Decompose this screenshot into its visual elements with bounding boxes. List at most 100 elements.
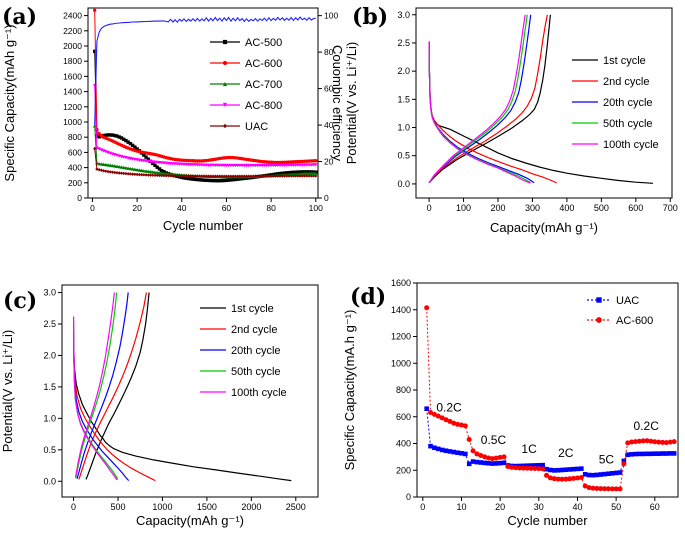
y-tick-label: 200 [396,465,411,475]
y-axis-label: Specific Capacity(mAh g⁻¹) [2,24,17,181]
plot-frame [61,284,319,498]
y-tick-label: 600 [68,147,82,157]
legend-label: AC-600 [616,315,653,327]
rate-annotation: 2C [558,446,574,460]
plot-area [424,305,677,492]
x-tick-label: 40 [177,203,187,213]
plot-area [428,14,654,184]
legend-label: 1st cycle [231,303,274,315]
x-axis-label: Capacity(mAh g⁻¹) [490,220,598,235]
y-axis-label: Potential(V vs. Li⁺/Li) [344,42,359,164]
y-tick-label: 2400 [63,11,82,21]
x-tick-label: 0 [427,203,432,213]
y-tick-label: 800 [68,132,82,142]
legend-item-ac-800: AC-800 [210,100,282,112]
y-tick-label: 2000 [63,41,82,51]
y2-tick-label: 100 [324,11,338,21]
panel-c: 0 500 1000 1500 2000 2500 0.0 0.5 1.0 1.5 2.0 2.5 3.… [0,260,342,538]
y-tick-label: 1000 [391,358,411,368]
y-tick-label: 0.5 [43,445,56,455]
y2-tick-label: 60 [324,84,334,94]
panel-d-chart: 0 10 20 30 40 50 60020040060080010001200140016… [342,278,679,528]
series-100th-cycle [428,14,531,184]
legend-item-uac: UAC [210,121,268,133]
panel-label: (c) [3,288,37,314]
x-tick-label: 1500 [197,502,217,512]
y-tick-label: 0 [406,492,411,502]
y-tick-label: 0.5 [397,151,410,161]
panel-d: 0 10 20 30 40 50 60 0 200 400 600 800 1000 1200 1400 16… [342,260,684,538]
x-axis-label: Cycle number [163,218,244,233]
x-tick-label: 1000 [152,502,172,512]
rate-annotation: 5C [599,453,615,467]
y-tick-label: 1600 [391,278,411,288]
x-axis-label: Cycle number [507,513,588,528]
y-tick-label: 3.0 [43,288,56,298]
legend-item-20th-cycle: 20th cycle [572,97,653,109]
legend-item-ac-500: AC-500 [210,37,282,49]
bottom-row: 0 500 1000 1500 2000 2500 0.0 0.5 1.0 1.5 2.0 2.5 3.… [0,260,685,538]
series-uac [424,406,677,478]
y-tick-label: 0.0 [43,476,56,486]
plot-frame [415,7,673,199]
y-tick-label: 400 [68,163,82,173]
panel-a: 0 20 40 60 80 100 0 200 400 600 800 1000 1200 1400 160… [0,0,342,260]
legend-item-2nd-cycle: 2nd cycle [200,324,277,336]
y-tick-label: 1000 [63,117,82,127]
legend-item-100th-cycle: 100th cycle [572,139,659,151]
x-tick-label: 0 [90,203,95,213]
x-tick-label: 2000 [241,502,261,512]
x-tick-label: 60 [650,502,660,512]
top-row: 0 20 40 60 80 100 0 200 400 600 800 1000 1200 1400 160… [0,0,685,260]
plot-frame [87,7,319,199]
panel-c-chart: 0 500 1000 1500 2000 2500 0.0 0.5 1.0 1.5 2.0 2.5 3.… [0,284,319,528]
y-tick-label: 1400 [63,87,82,97]
panel-b-chart: 0 100 200 300 400 500 600 700 0.0 0.5 1.0 1.5 2.0 2.5… [344,4,678,235]
y2-tick-label: 80 [324,47,334,57]
legend-label: 50th cycle [231,366,281,378]
series-50th-cycle [428,14,531,184]
legend-label: AC-600 [245,58,282,70]
x-axis-label: Capacity(mAh g⁻¹) [136,513,244,528]
x-tick-label: 40 [572,502,582,512]
plot-area [92,8,318,183]
y-tick-label: 1200 [63,102,82,112]
y-tick-label: 2.0 [397,66,410,76]
x-tick-label: 700 [663,203,678,213]
series-ac-600 [424,305,677,492]
y-tick-label: 1200 [391,332,411,342]
legend-item-50th-cycle: 50th cycle [572,118,653,130]
y2-axis-label: Couombic efficiency [330,45,342,162]
y-tick-label: 400 [396,439,411,449]
legend-item-20th-cycle: 20th cycle [200,345,281,357]
legend-item-2nd-cycle: 2nd cycle [572,76,649,88]
series-uac [92,146,318,178]
y2-tick-label: 20 [324,157,334,167]
legend: AC-500 AC-600 AC-700 AC-800 UAC [210,37,282,133]
legend: 1st cycle 2nd cycle 20th cycle 50th cycle 10… [200,303,287,399]
x-tick-label: 0 [420,502,425,512]
legend-item-1st-cycle: 1st cycle [200,303,274,315]
legend-label: 20th cycle [603,97,653,109]
series-100th-cycle [73,292,118,481]
legend-label: AC-800 [245,100,282,112]
x-tick-label: 20 [495,502,505,512]
panel-label: (a) [2,4,37,30]
rate-annotation: 0.2C [436,400,462,414]
legend-item-ac-600: AC-600 [587,315,653,327]
legend-item-uac: UAC [587,295,639,307]
y-tick-label: 2200 [63,26,82,36]
y-tick-label: 2.5 [43,319,56,329]
y2-tick-label: 40 [324,120,334,130]
legend: UAC AC-600 [587,295,653,327]
panel-label: (d) [350,284,386,310]
y-tick-label: 2.5 [397,38,410,48]
legend-label: 100th cycle [231,387,287,399]
x-tick-label: 2500 [286,502,306,512]
legend-item-100th-cycle: 100th cycle [200,387,287,399]
y-tick-label: 800 [396,385,411,395]
y-tick-label: 200 [68,178,82,188]
series-ac-600 [92,8,318,165]
rate-annotation: 1C [521,442,537,456]
y-tick-label: 1400 [391,305,411,315]
